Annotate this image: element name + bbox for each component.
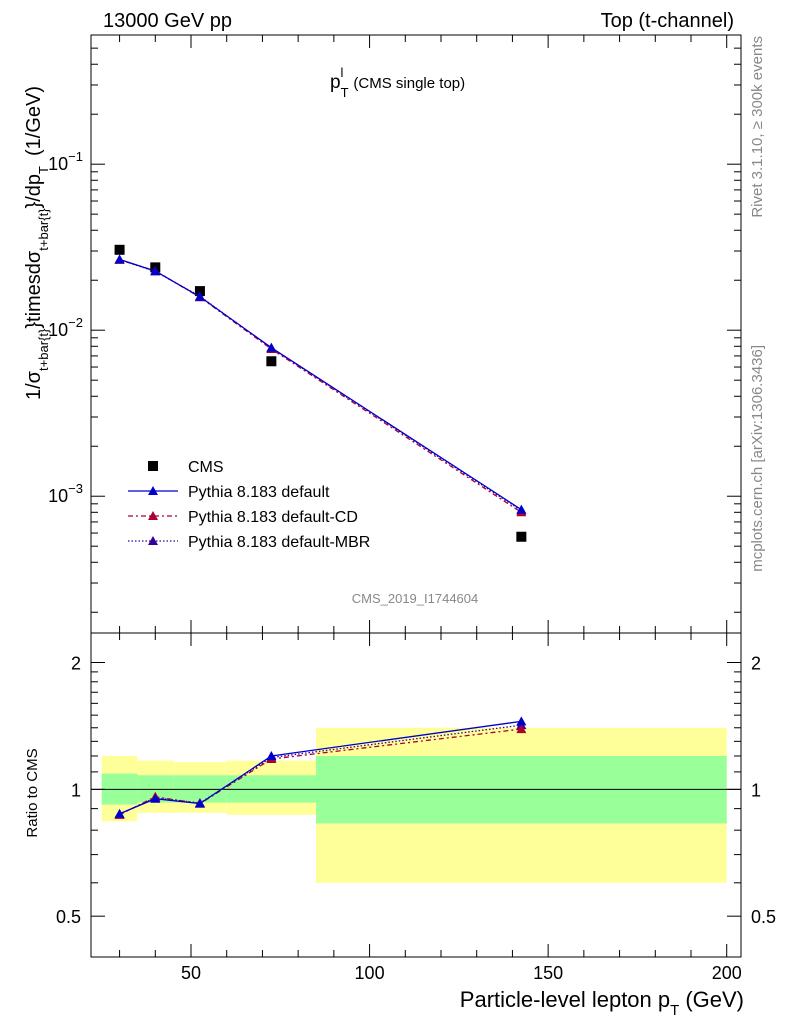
y-axis-label: 1/σt+bar{t}}timesdσt+bar{t}}/dpT(1/GeV) <box>23 86 51 400</box>
series-marker-default <box>194 291 205 301</box>
x-tick-label: 50 <box>181 963 201 983</box>
y-tick-exp: −3 <box>68 481 83 496</box>
plot-title-sup: l <box>341 65 344 80</box>
x-tick-label: 200 <box>712 963 742 983</box>
plot-title: pTl (CMS single top) <box>330 65 465 100</box>
legend-marker-data <box>148 461 158 471</box>
y-tick-exp: −2 <box>68 315 83 330</box>
x-axis-label: Particle-level lepton pT (GeV) <box>460 987 744 1019</box>
series-marker-default <box>516 504 527 514</box>
legend-label: CMS <box>188 459 224 476</box>
y-tick-base: 10 <box>48 320 68 340</box>
series-marker-default <box>114 254 125 264</box>
ratio-marker-cd <box>516 724 527 734</box>
y-label-e: }/dp <box>23 174 45 208</box>
legend-marker-default <box>148 486 158 495</box>
y-label-g: (1/GeV) <box>23 86 45 156</box>
y-label-a: 1/σ <box>23 370 45 400</box>
header-left: 13000 GeV pp <box>103 10 232 32</box>
rivet-label: Rivet 3.1.10, ≥ 300k events <box>749 36 766 218</box>
mcplots-label: mcplots.cern.ch [arXiv:1306.3436] <box>749 345 766 572</box>
header-right: Top (t-channel) <box>601 10 734 32</box>
legend-label: Pythia 8.183 default-MBR <box>188 534 370 551</box>
series-marker-default <box>150 266 161 276</box>
series-line-cd <box>119 259 522 513</box>
y-tick-label: 10−2 <box>48 315 83 340</box>
data-point <box>114 244 125 255</box>
y-label-f: T <box>36 166 51 174</box>
ratio-y-label: Ratio to CMS <box>24 748 41 837</box>
ratio-tick-label-right: 1 <box>751 780 761 800</box>
legend-marker-cd <box>148 511 158 520</box>
ratio-marker-default <box>194 798 205 808</box>
y-label-d: t+bar{t} <box>36 208 51 251</box>
legend: CMS Pythia 8.183 default Pythia 8.183 defa… <box>128 459 370 551</box>
ratio-tick-label: 0.5 <box>56 907 81 927</box>
y-label-c: }timesdσ <box>23 250 45 329</box>
ratio-marker-default <box>150 793 161 803</box>
x-label-sub: T <box>670 1002 679 1019</box>
y-tick-base: 10 <box>48 154 68 174</box>
plot-title-main: p <box>330 72 341 93</box>
legend-marker-mbr <box>148 536 158 545</box>
x-tick-label: 100 <box>355 963 385 983</box>
ratio-marker-default <box>266 750 277 760</box>
ratio-tick-label-right: 2 <box>751 654 761 674</box>
ratio-tick-label: 1 <box>71 780 81 800</box>
y-tick-label: 10−3 <box>48 481 83 506</box>
ratio-marker-default <box>516 716 527 726</box>
ratio-marker-default <box>114 808 125 818</box>
legend-label: Pythia 8.183 default <box>188 484 330 501</box>
data-point <box>194 286 205 297</box>
data-point <box>516 531 527 542</box>
watermark: CMS_2019_I1744604 <box>352 591 479 606</box>
ratio-frame <box>90 632 742 958</box>
y-label-b: t+bar{t} <box>36 328 51 371</box>
series-marker-default <box>266 342 277 352</box>
plot-title-sub: T <box>341 85 349 100</box>
data-point <box>266 356 277 367</box>
y-tick-base: 10 <box>48 486 68 506</box>
legend-label: Pythia 8.183 default-CD <box>188 509 358 526</box>
x-label-unit: (GeV) <box>685 987 744 1012</box>
ratio-line-cd <box>119 728 522 816</box>
y-tick-exp: −1 <box>68 149 83 164</box>
x-tick-label: 150 <box>533 963 563 983</box>
x-label-main: Particle-level lepton p <box>460 987 670 1012</box>
plot-title-rest: (CMS single top) <box>353 75 465 92</box>
y-tick-label: 10−1 <box>48 149 83 174</box>
ratio-tick-label: 2 <box>71 654 81 674</box>
ratio-tick-label-right: 0.5 <box>751 907 776 927</box>
